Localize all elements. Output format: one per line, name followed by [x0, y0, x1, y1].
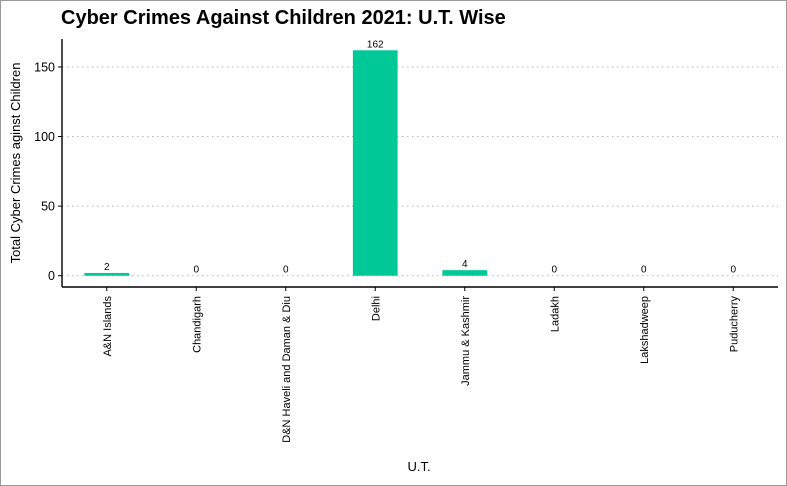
bars	[84, 50, 488, 276]
x-tick-label: A&N Islands	[102, 296, 114, 357]
x-tick-label: Puducherry	[728, 296, 740, 353]
x-ticks: A&N Islands Chandigarh D&N Haveli and Dama…	[102, 287, 740, 443]
y-tick-label: 150	[34, 60, 55, 74]
data-label: 0	[551, 265, 557, 276]
x-axis-title: U.T.	[407, 459, 430, 474]
x-tick-label: D&N Haveli and Daman & Diu	[281, 296, 293, 443]
data-label: 0	[730, 265, 736, 276]
y-tick-label: 100	[34, 130, 55, 144]
x-tick-label: Chandigarh	[191, 296, 203, 353]
gridlines	[62, 66, 778, 277]
y-tick-label: 0	[48, 269, 55, 283]
y-axis-title: Total Cyber Crimes aginst Children	[8, 63, 23, 264]
axes	[61, 39, 778, 288]
x-tick-label: Ladakh	[549, 296, 561, 332]
data-label: 162	[367, 39, 384, 50]
bar	[442, 270, 488, 276]
chart-title: Cyber Crimes Against Children 2021: U.T.…	[61, 7, 506, 29]
data-label: 0	[283, 265, 289, 276]
bar	[84, 272, 130, 276]
data-label: 0	[193, 265, 199, 276]
data-labels: 2 0 0 162 4 0 0 0	[104, 39, 737, 275]
x-tick-label: Delhi	[370, 296, 382, 321]
data-label: 2	[104, 262, 110, 273]
y-ticks: 0 50 100 150	[34, 60, 62, 283]
y-tick-label: 50	[41, 200, 55, 214]
x-tick-label: Lakshadweep	[639, 296, 651, 364]
x-tick-label: Jammu & Kashmir	[460, 296, 472, 386]
data-label: 0	[641, 265, 647, 276]
bar	[352, 50, 398, 276]
data-label: 4	[462, 259, 468, 270]
